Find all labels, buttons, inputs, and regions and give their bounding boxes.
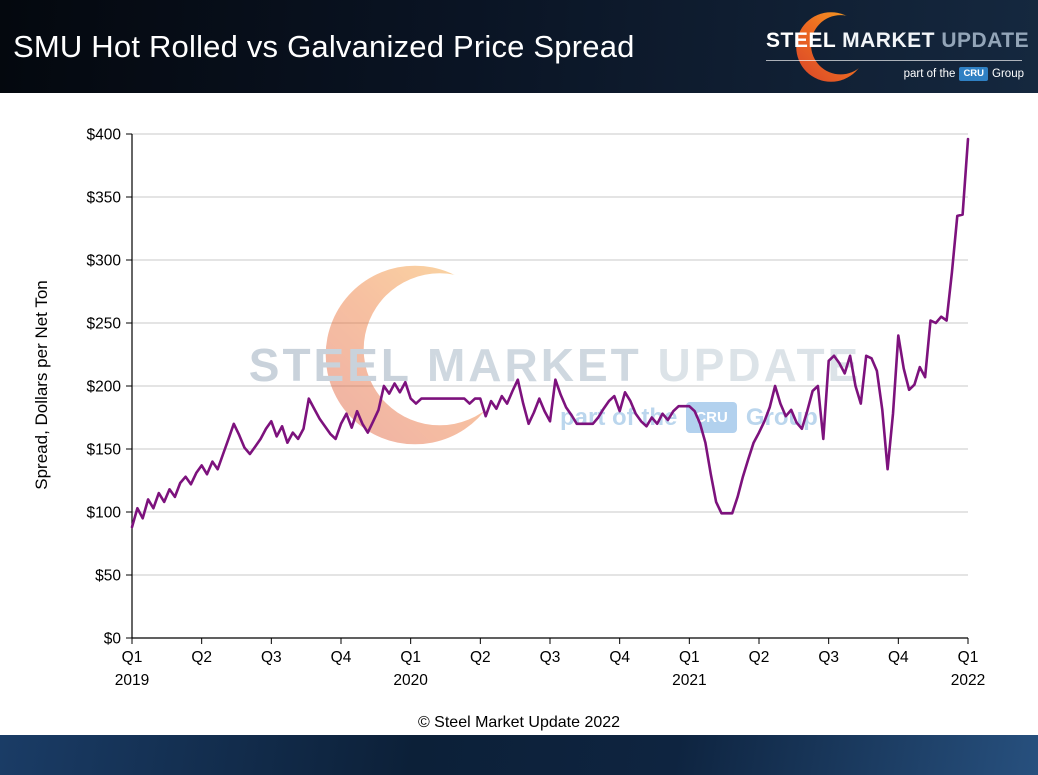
svg-text:Q1: Q1: [400, 649, 421, 666]
svg-text:Q2: Q2: [470, 649, 491, 666]
svg-text:Q3: Q3: [818, 649, 839, 666]
svg-text:Q2: Q2: [191, 649, 212, 666]
svg-text:$50: $50: [95, 568, 121, 585]
page-title: SMU Hot Rolled vs Galvanized Price Sprea…: [13, 28, 635, 64]
svg-text:Q4: Q4: [888, 649, 909, 666]
chart-line-layer: [130, 137, 970, 529]
svg-text:$150: $150: [87, 442, 122, 459]
logo-part-of-text: part of the: [903, 68, 956, 80]
logo-word-steel: STEEL: [766, 29, 836, 52]
smu-logo-wordmark: STEEL MARKET UPDATE: [766, 29, 1029, 61]
svg-text:Q3: Q3: [540, 649, 561, 666]
svg-text:$0: $0: [104, 631, 122, 648]
copyright-text: © Steel Market Update 2022: [417, 714, 621, 731]
svg-text:2019: 2019: [115, 672, 149, 689]
svg-text:Q1: Q1: [958, 649, 979, 666]
svg-text:2021: 2021: [672, 672, 706, 689]
svg-text:Q4: Q4: [331, 649, 352, 666]
svg-text:Q3: Q3: [261, 649, 282, 666]
svg-text:Q1: Q1: [679, 649, 700, 666]
header: SMU Hot Rolled vs Galvanized Price Sprea…: [0, 0, 1038, 93]
smu-logo: STEEL MARKET UPDATE part of the CRU Grou…: [760, 7, 1029, 87]
svg-text:$300: $300: [87, 253, 122, 270]
chart-area: $0 $50 $100 $150 $200 $250 $300 $350 $400 Q1 2019 Q…: [0, 95, 1038, 695]
svg-text:$100: $100: [87, 505, 122, 522]
svg-text:Q2: Q2: [749, 649, 770, 666]
chart-grid-layer: $0 $50 $100 $150 $200 $250 $300 $350 $400 Q1 2019 Q…: [87, 127, 986, 690]
smu-logo-swoosh-icon: [796, 12, 866, 82]
smu-logo-tagline: part of the CRU Group: [904, 67, 1024, 81]
cru-badge: CRU: [959, 67, 989, 81]
svg-text:$250: $250: [87, 316, 122, 333]
y-axis-title: Spread, Dollars per Net Ton: [32, 280, 51, 490]
svg-text:$350: $350: [87, 190, 122, 207]
logo-group-text: Group: [992, 68, 1024, 80]
svg-text:Q1: Q1: [122, 649, 143, 666]
bottom-bar: [0, 735, 1038, 775]
logo-word-market: MARKET: [842, 29, 935, 52]
logo-word-update: UPDATE: [941, 29, 1030, 52]
svg-text:Q4: Q4: [609, 649, 630, 666]
svg-text:2020: 2020: [393, 672, 428, 689]
svg-text:$200: $200: [87, 379, 122, 396]
svg-text:$400: $400: [87, 127, 122, 144]
svg-text:2022: 2022: [951, 672, 985, 689]
